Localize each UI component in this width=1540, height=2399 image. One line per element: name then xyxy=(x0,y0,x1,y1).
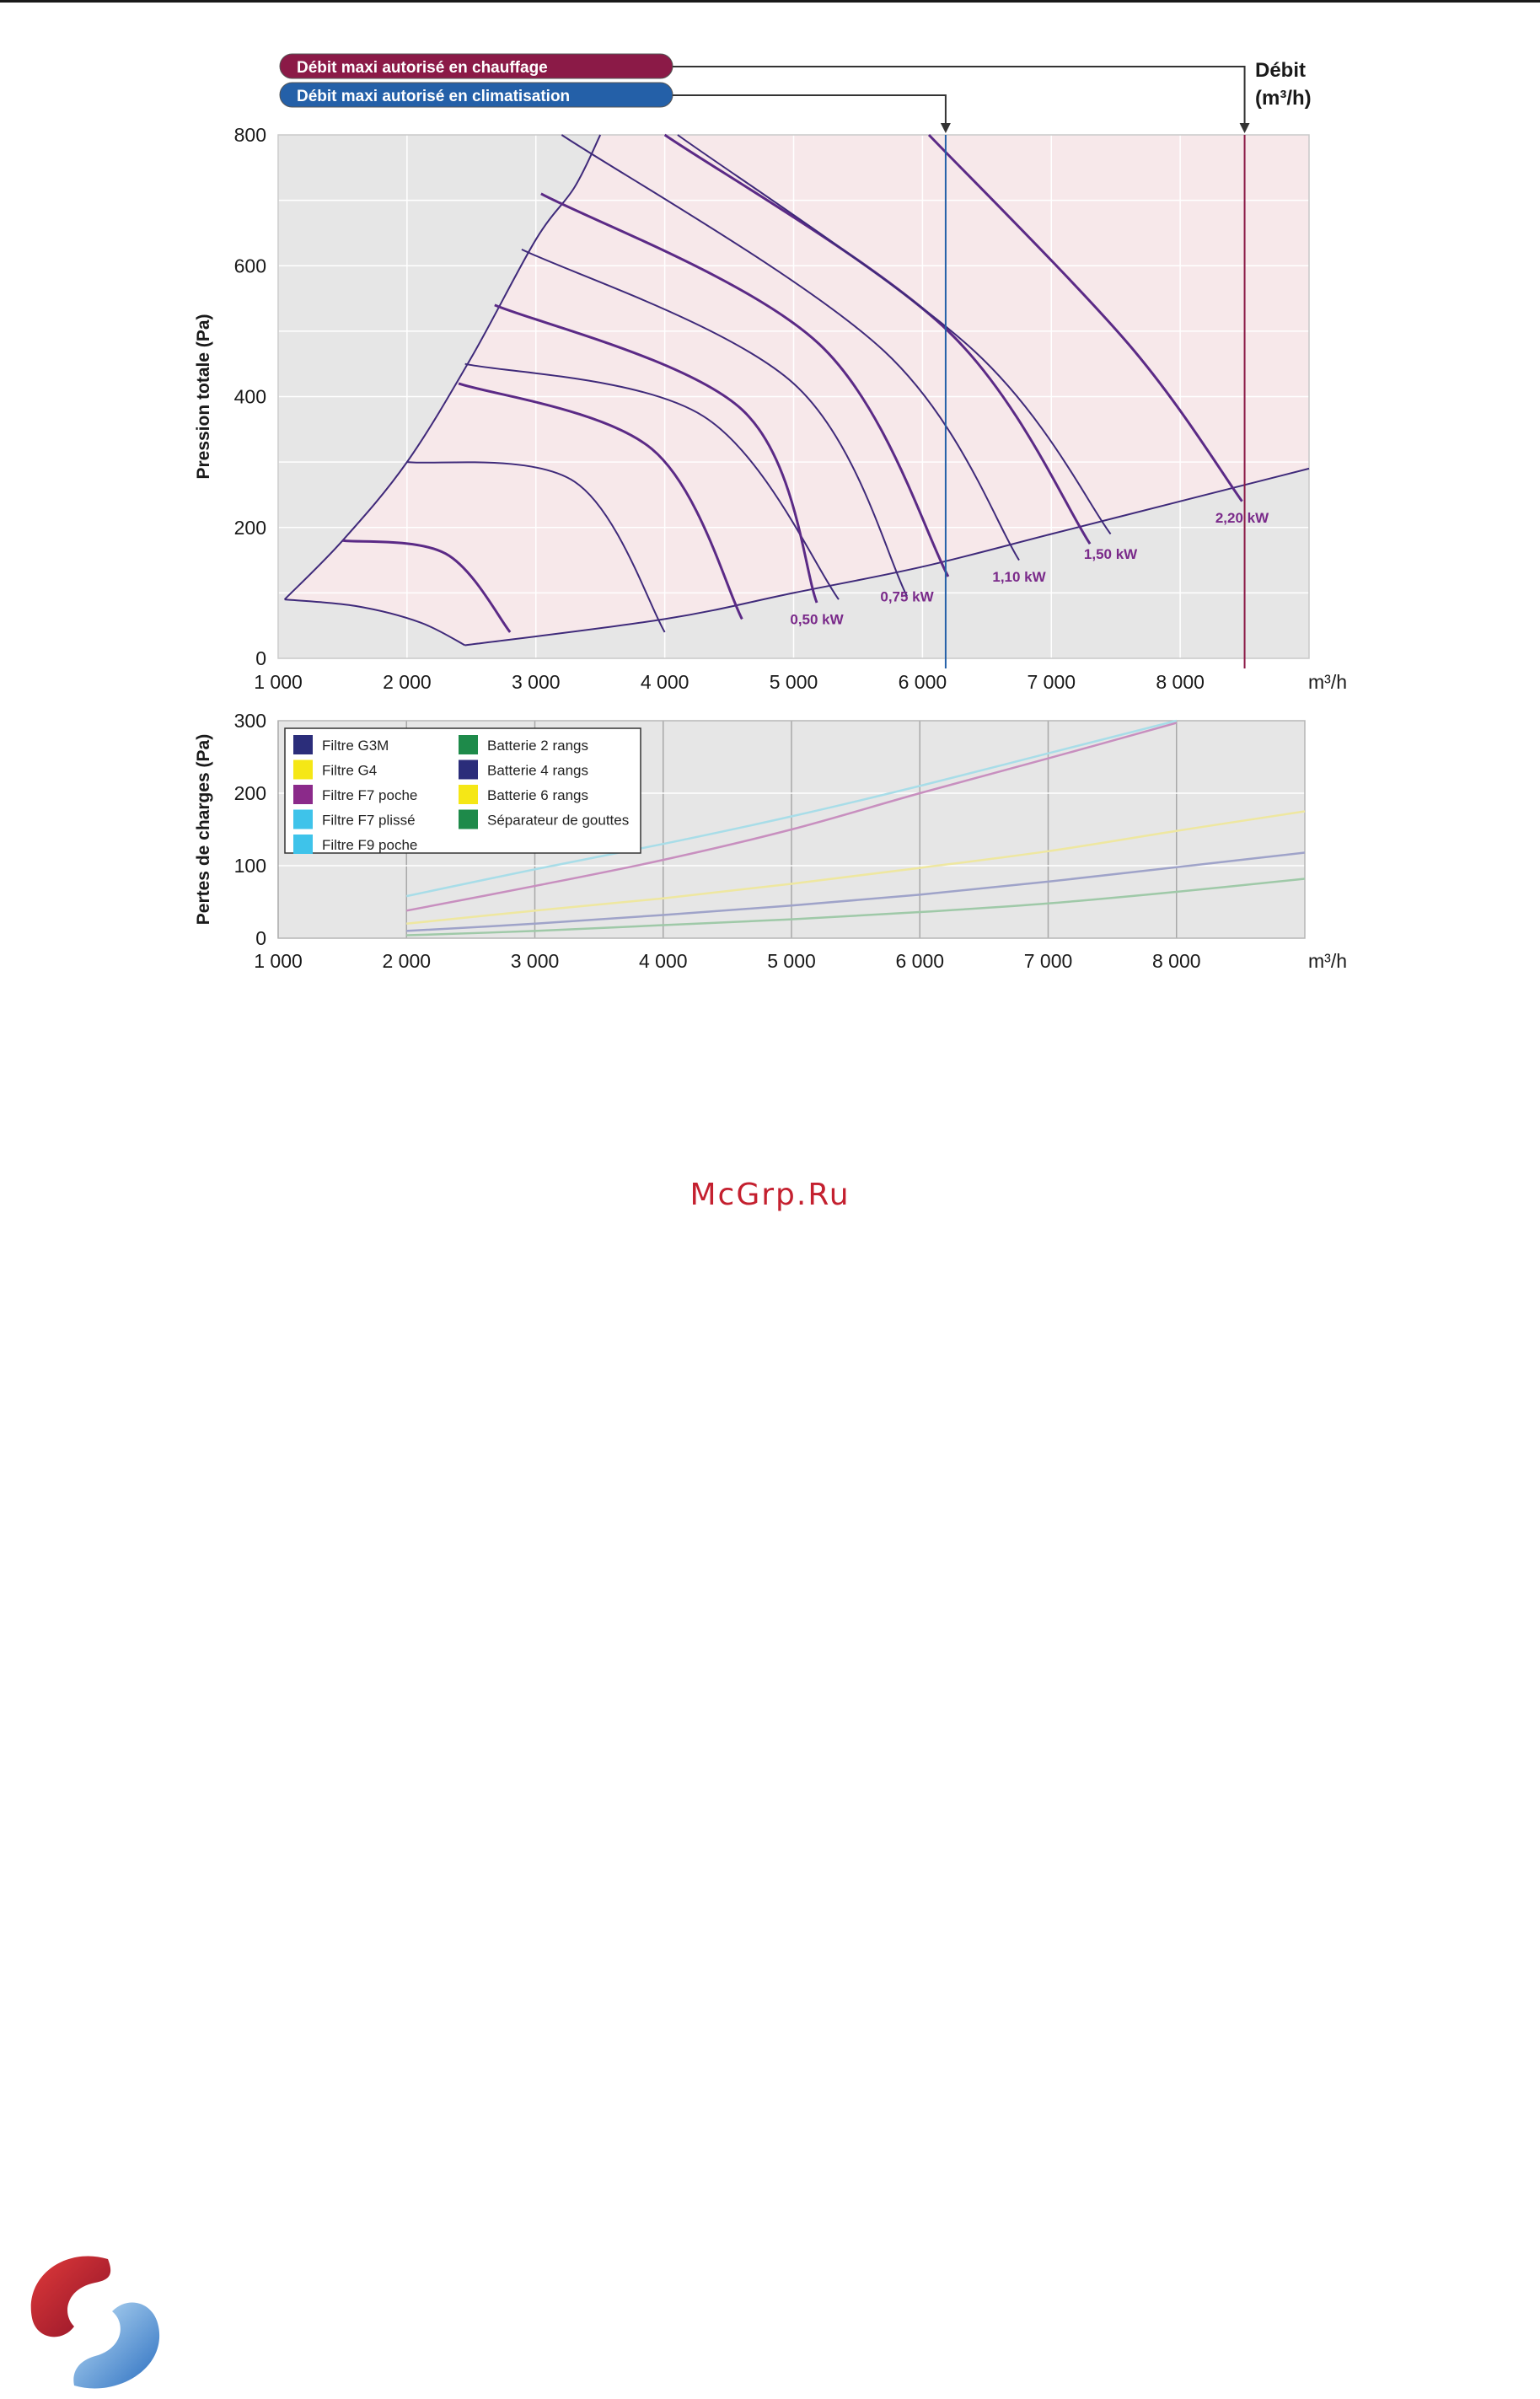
x-tick-label: 7 000 xyxy=(1027,671,1076,693)
series-curve-2 xyxy=(406,461,666,633)
legend-label: Filtre F7 poche xyxy=(322,787,417,803)
legend-swatch xyxy=(459,759,478,780)
x-tick-label: 1 000 xyxy=(254,671,303,693)
chart-header: Débit maxi autorisé en chauffage Débit ma… xyxy=(279,53,1312,133)
power-label: 0,75 kW xyxy=(880,588,934,604)
loss-curve-3 xyxy=(406,810,1306,926)
debit-label: Débit xyxy=(1255,59,1306,82)
loss-curve-5 xyxy=(406,877,1306,937)
loss-curve-4 xyxy=(406,851,1306,932)
cooling-arrow-icon xyxy=(940,123,951,133)
envelope-min-curve xyxy=(464,467,1310,647)
loss-curve-1 xyxy=(405,719,1178,898)
envelope-low-curve xyxy=(284,598,466,647)
x-tick-label: 3 000 xyxy=(511,950,560,972)
x-tick-label: 6 000 xyxy=(899,671,947,693)
legend-label: Filtre G3M xyxy=(322,738,389,754)
legend-swatch xyxy=(293,785,313,804)
heating-arrow-icon xyxy=(1239,123,1250,133)
power-label: 1,50 kW xyxy=(1084,546,1138,562)
x-tick-label: 2 000 xyxy=(382,950,431,972)
x-tick-label: 1 000 xyxy=(254,950,303,972)
series-curve-8 xyxy=(561,134,1020,561)
y-tick-label: 300 xyxy=(234,710,266,732)
x-tick-label: 8 000 xyxy=(1152,950,1201,972)
y-tick-label: 800 xyxy=(234,124,266,146)
x-tick-label: 5 000 xyxy=(767,950,816,972)
legend-swatch xyxy=(459,809,478,829)
x-axis-unit: m³/h xyxy=(1308,950,1347,972)
x-tick-label: 7 000 xyxy=(1024,950,1073,972)
power-label: 2,20 kW xyxy=(1215,510,1269,526)
y-tick-label: 100 xyxy=(234,855,266,877)
x-tick-label: 8 000 xyxy=(1156,671,1205,693)
series-curve-9 xyxy=(663,133,1092,545)
legend-swatch xyxy=(293,809,313,829)
legend-label: Séparateur de gouttes xyxy=(487,813,629,829)
legend-label: Batterie 6 rangs xyxy=(487,787,588,803)
pressure-chart: 0,50 kW 0,75 kW 1,10 kW 1,50 kW 2,20 kW 1 000… xyxy=(194,124,1347,693)
legend-label: Filtre F9 poche xyxy=(322,837,417,853)
power-label: 0,50 kW xyxy=(790,611,844,627)
series-curve-4 xyxy=(464,362,840,600)
legend-swatch xyxy=(459,735,478,754)
legend-label: Batterie 2 rangs xyxy=(487,738,588,754)
series-curve-5 xyxy=(494,303,818,604)
legend-label: Batterie 4 rangs xyxy=(487,763,588,779)
plot-border xyxy=(277,720,1306,939)
heating-leader xyxy=(673,66,1246,125)
y-tick-label: 600 xyxy=(234,255,266,276)
debit-unit: (m³/h) xyxy=(1255,87,1312,110)
legend-swatch xyxy=(293,835,313,854)
pressure-loss-chart: Filtre G3M Filtre G4 Filtre F7 poche Filtre… xyxy=(194,710,1347,972)
cooling-leader xyxy=(673,94,947,125)
loss-curve-2 xyxy=(406,722,1178,912)
series-curve-10 xyxy=(677,134,1112,535)
series-curve-3 xyxy=(458,382,743,620)
y-tick-label: 0 xyxy=(255,927,266,949)
cooling-max-label: Débit maxi autorisé en climatisation xyxy=(297,88,570,105)
x-tick-label: 6 000 xyxy=(895,950,944,972)
series-curve-6 xyxy=(521,248,908,597)
series-curve-1 xyxy=(342,539,512,633)
plot-border xyxy=(277,134,1310,659)
y-tick-label: 200 xyxy=(234,782,266,804)
watermark: McGrp.Ru xyxy=(690,1178,850,1212)
y-tick-label: 0 xyxy=(255,647,266,669)
series-curve-7 xyxy=(540,192,950,577)
top-rule xyxy=(0,0,1540,3)
x-tick-label: 4 000 xyxy=(641,671,690,693)
x-axis-unit: m³/h xyxy=(1308,671,1347,693)
legend-swatch xyxy=(459,785,478,804)
legend-swatch xyxy=(293,759,313,780)
legend-label: Filtre F7 plissé xyxy=(322,813,416,829)
legend-label: Filtre G4 xyxy=(322,763,377,779)
legend-swatch xyxy=(293,735,313,754)
x-tick-label: 5 000 xyxy=(770,671,818,693)
x-tick-label: 3 000 xyxy=(512,671,561,693)
y-tick-label: 400 xyxy=(234,386,266,408)
y-tick-label: 200 xyxy=(234,517,266,539)
x-tick-label: 4 000 xyxy=(639,950,688,972)
series-curve-11 xyxy=(927,133,1243,502)
chart-figure: 0,50 kW 0,75 kW 1,10 kW 1,50 kW 2,20 kW 1 000… xyxy=(194,53,1347,972)
logo-icon xyxy=(30,2256,160,2389)
x-tick-label: 2 000 xyxy=(383,671,432,693)
heating-max-label: Débit maxi autorisé en chauffage xyxy=(297,59,548,77)
y-axis-title: Pertes de charges (Pa) xyxy=(194,734,213,925)
power-label: 1,10 kW xyxy=(992,569,1046,585)
y-axis-title: Pression totale (Pa) xyxy=(194,314,213,479)
